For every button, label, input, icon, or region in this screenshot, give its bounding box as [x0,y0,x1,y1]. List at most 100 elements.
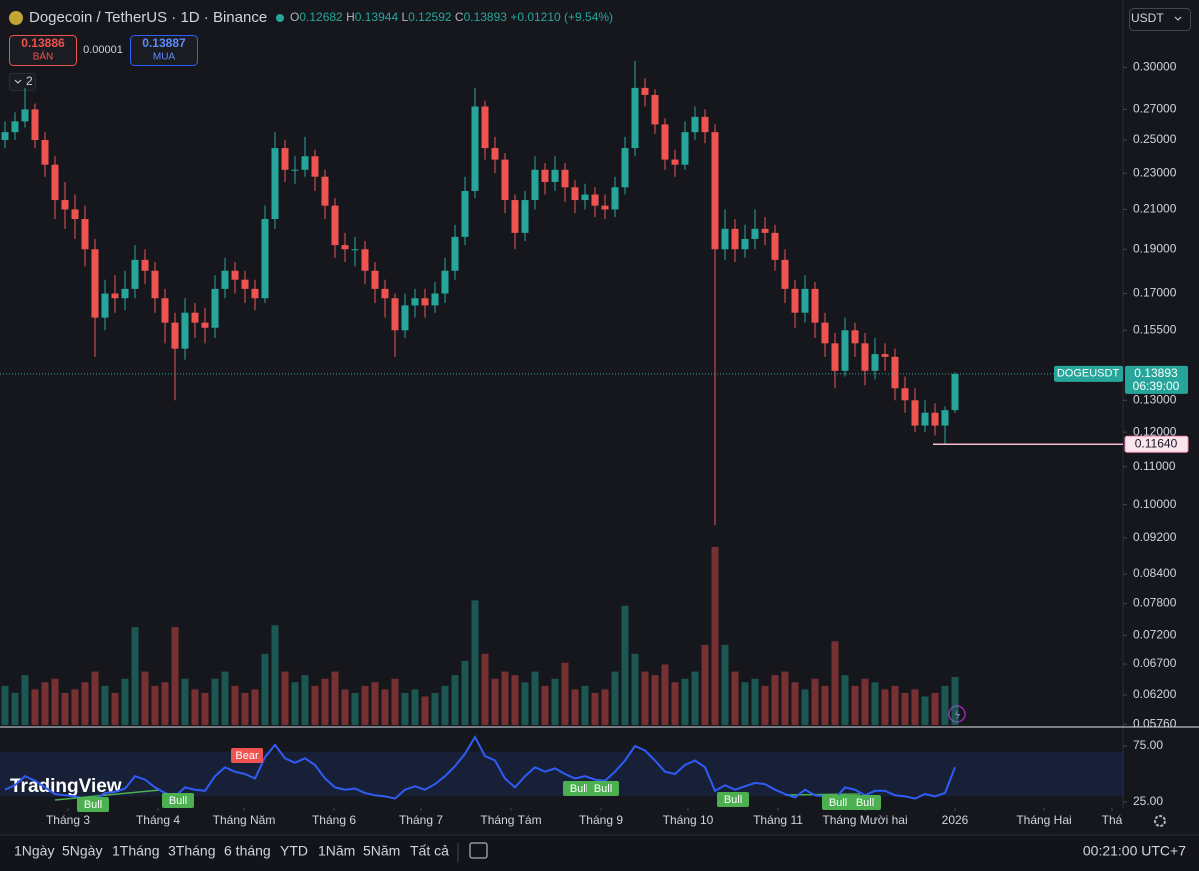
candle-body [471,106,479,191]
volume-bar [681,678,689,725]
currency-box [1129,8,1191,31]
y-tick-label: 0.06700 [1133,656,1177,670]
candle-body [291,169,299,171]
candle-body [351,249,359,251]
range-button[interactable]: 1Tháng [112,843,159,859]
event-icon[interactable] [948,705,966,723]
volume-bar [631,653,639,725]
candle-body [411,298,419,306]
candle-body [71,209,79,220]
volume-bar [641,671,649,725]
volume-bar [831,641,839,725]
volume-bar [711,547,719,725]
coin-logo [9,11,23,25]
volume-bar [421,696,429,725]
candle-body [461,190,469,237]
ohlc-key: O [290,10,299,24]
candle-body [51,164,59,201]
volume-bar [311,685,319,725]
volume-bar [41,682,49,725]
volume-bar [861,678,869,725]
calendar-icon[interactable] [469,842,488,859]
signal-label: Bull [724,794,742,806]
range-button[interactable]: 6 tháng [224,843,271,859]
y-tick-label: 0.11000 [1133,459,1176,473]
y-tick-label: 0.19000 [1133,241,1177,255]
ohlc-legend: O0.12682 H0.13944 L0.12592 C0.13893 +0.0… [290,10,613,24]
settings-icon[interactable] [1154,815,1166,827]
candle-body [241,279,249,289]
candle-body [501,159,509,201]
volume-bar [871,682,879,725]
signal-label: Bull [570,783,588,795]
countdown: 06:39:00 [1133,379,1180,393]
candle-body [791,288,799,313]
volume-bar [561,662,569,725]
candle-body [201,322,209,328]
sell-button[interactable]: 0.13886 BÁN [9,35,77,66]
candle-body [611,187,619,210]
candle-body [391,298,399,331]
candle-body [121,288,129,299]
candle-body [831,343,839,371]
symbol-tag [1054,365,1123,382]
volume-bar [921,696,929,725]
volume-bar [411,689,419,725]
volume-bar [781,671,789,725]
y-tick-label: 0.09200 [1133,530,1177,544]
candle-body [401,305,409,331]
volume-bar [201,692,209,725]
volume-bar [211,678,219,725]
low-tag [1124,435,1189,453]
range-button[interactable]: 5Năm [363,843,400,859]
volume-bar [271,625,279,725]
candle-body [81,219,89,250]
range-button[interactable]: 5Ngày [62,843,102,859]
y-tick-label: 0.08400 [1133,566,1177,580]
y-tick-label: 0.30000 [1133,60,1177,74]
volume-bar [461,660,469,725]
currency-select[interactable]: USDT [1129,8,1191,31]
candle-body [621,148,629,188]
range-button[interactable]: 1Năm [318,843,355,859]
range-button[interactable]: Tất cả [410,843,449,859]
buy-box [130,35,198,66]
candle-body [451,236,459,271]
range-button[interactable]: 3Tháng [168,843,215,859]
candle-body [521,200,529,233]
x-tick-label: Tháng 7 [399,813,443,827]
price-tag-text: 0.13893 [1134,366,1178,380]
x-tick-label: Tháng 4 [136,813,180,827]
buy-button[interactable]: 0.13887 MUA [130,35,198,66]
x-tick-label: Tháng Hai [1016,813,1071,827]
volume-bar [671,682,679,725]
candle-body [31,109,39,141]
volume-bar [931,692,939,725]
range-button[interactable]: 1Ngày [14,843,54,859]
range-button[interactable]: YTD [280,843,308,859]
volume-bar [471,600,479,725]
candle-body [701,116,709,133]
volume-bar [771,675,779,725]
y-tick-label: 75.00 [1133,738,1163,752]
candle-body [891,356,899,389]
candle-body [661,124,669,160]
candle-body [881,354,889,357]
candle-body [231,270,239,280]
volume-bar [131,627,139,725]
volume-bar [391,678,399,725]
candle-body [221,270,229,289]
candle-body [901,388,909,401]
volume-bar [351,692,359,725]
volume-bar [541,685,549,725]
change: +0.01210 (+9.54%) [510,10,613,24]
indicators-toggle[interactable]: 2 [9,73,36,91]
ohlc-key: C [455,10,464,24]
candle-body [131,259,139,289]
x-tick-label: Tháng 3 [46,813,90,827]
candle-body [911,400,919,426]
toolbar-bg [0,835,1199,871]
candle-body [271,148,279,220]
